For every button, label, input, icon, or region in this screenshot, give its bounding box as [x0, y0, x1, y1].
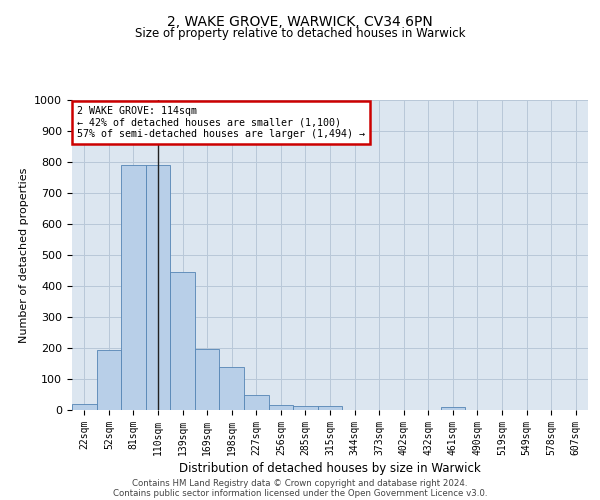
- Bar: [220, 366, 244, 410]
- Text: 2 WAKE GROVE: 114sqm
← 42% of detached houses are smaller (1,100)
57% of semi-de: 2 WAKE GROVE: 114sqm ← 42% of detached h…: [77, 106, 365, 140]
- Bar: [440, 407, 465, 410]
- Bar: [195, 349, 220, 410]
- Bar: [170, 272, 195, 410]
- Bar: [121, 165, 146, 410]
- Bar: [97, 350, 121, 410]
- Text: 2, WAKE GROVE, WARWICK, CV34 6PN: 2, WAKE GROVE, WARWICK, CV34 6PN: [167, 15, 433, 29]
- Bar: [244, 394, 269, 410]
- Text: Contains HM Land Registry data © Crown copyright and database right 2024.: Contains HM Land Registry data © Crown c…: [132, 478, 468, 488]
- Bar: [293, 406, 318, 410]
- Bar: [72, 404, 97, 410]
- Text: Size of property relative to detached houses in Warwick: Size of property relative to detached ho…: [135, 28, 465, 40]
- Bar: [146, 165, 170, 410]
- Text: Contains public sector information licensed under the Open Government Licence v3: Contains public sector information licen…: [113, 488, 487, 498]
- Bar: [318, 406, 342, 410]
- X-axis label: Distribution of detached houses by size in Warwick: Distribution of detached houses by size …: [179, 462, 481, 475]
- Y-axis label: Number of detached properties: Number of detached properties: [19, 168, 29, 342]
- Bar: [269, 406, 293, 410]
